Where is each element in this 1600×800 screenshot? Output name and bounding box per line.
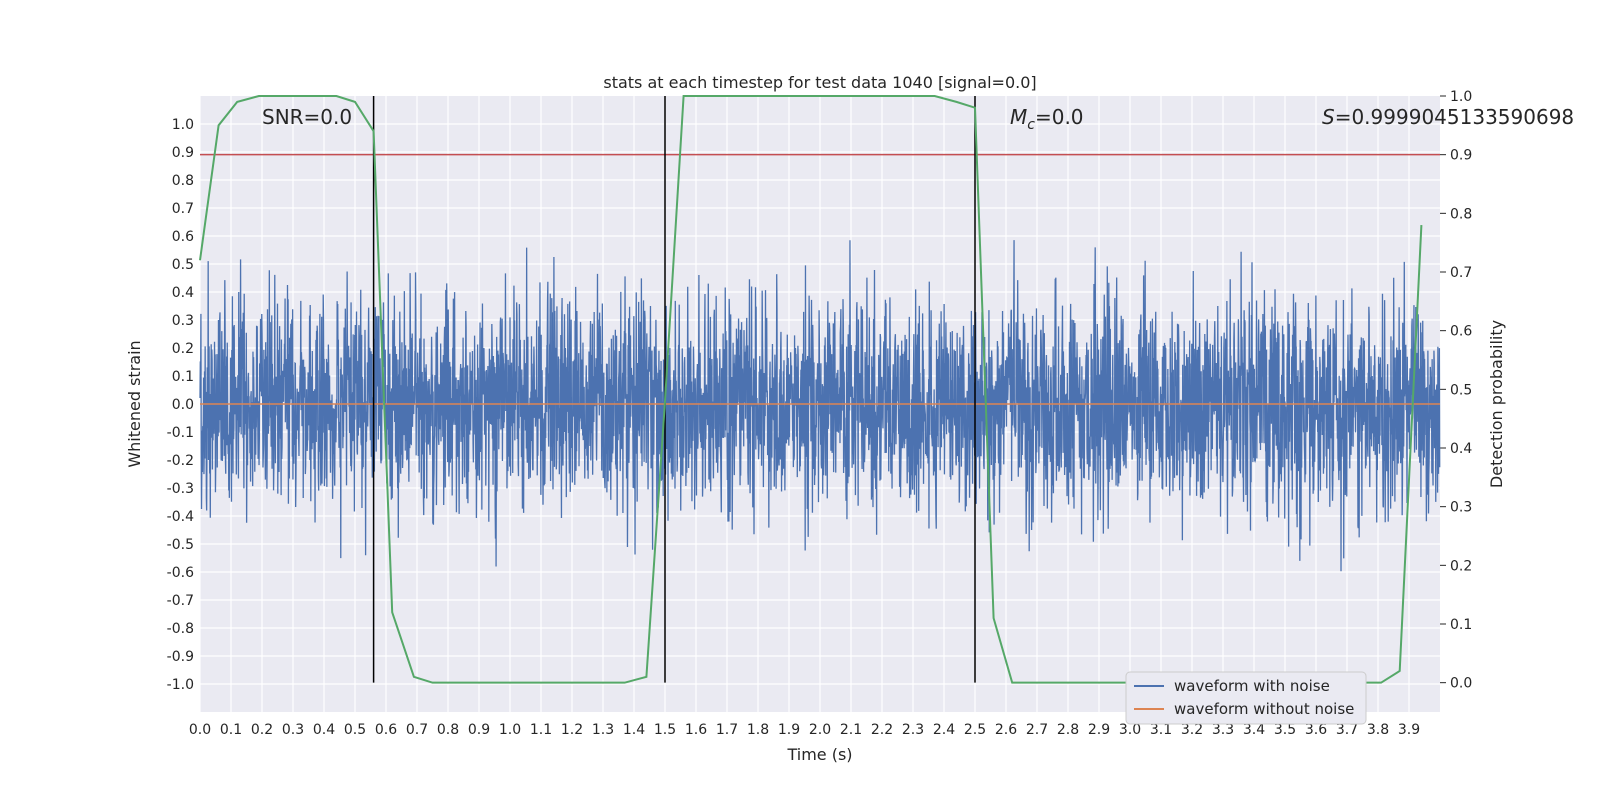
x-tick-label: 3.9 (1398, 722, 1420, 738)
y-tick-label: 0.9 (172, 145, 194, 161)
x-tick-label: 3.2 (1181, 722, 1203, 738)
x-tick-label: 3.5 (1274, 722, 1296, 738)
x-tick-label: 0.6 (375, 722, 397, 738)
x-axis-label: Time (s) (786, 745, 852, 764)
y-tick-label: -0.4 (167, 509, 194, 525)
annotation-snr: SNR=0.0 (262, 105, 352, 129)
x-tick-label: 0.0 (189, 722, 211, 738)
x-tick-label: 3.0 (1119, 722, 1141, 738)
x-tick-label: 0.5 (344, 722, 366, 738)
x-tick-label: 0.9 (468, 722, 490, 738)
x-tick-label: 0.3 (282, 722, 304, 738)
annotation-s: S=0.9999045133590698 (1322, 105, 1574, 129)
x-tick-label: 2.5 (964, 722, 986, 738)
legend-label-without-noise: waveform without noise (1174, 700, 1354, 718)
annotation-mc: Mc=0.0 (1010, 105, 1084, 133)
y-tick-label: 0.6 (172, 229, 194, 245)
y-tick-label: -0.7 (167, 593, 194, 609)
y-axis-label: Whitened strain (125, 340, 144, 467)
x-tick-label: 1.1 (530, 722, 552, 738)
y-tick-label: 0.7 (172, 201, 194, 217)
y-tick-label: 0.4 (172, 285, 194, 301)
x-tick-label: 3.4 (1243, 722, 1265, 738)
y2-tick-label: 0.7 (1450, 265, 1472, 281)
y-tick-label: 0.0 (172, 397, 194, 413)
x-tick-label: 2.6 (995, 722, 1017, 738)
x-tick-label: 0.4 (313, 722, 335, 738)
y2-axis-label: Detection probability (1487, 320, 1506, 488)
x-tick-label: 1.4 (623, 722, 645, 738)
y2-tick-label: 0.4 (1450, 441, 1472, 457)
x-tick-label: 1.6 (685, 722, 707, 738)
x-tick-label: 2.7 (1026, 722, 1048, 738)
y-tick-label: -0.9 (167, 649, 194, 665)
y-tick-label: -0.6 (167, 565, 194, 581)
x-tick-label: 0.7 (406, 722, 428, 738)
x-tick-label: 1.3 (592, 722, 614, 738)
x-tick-label: 3.1 (1150, 722, 1172, 738)
y-tick-label: 1.0 (172, 117, 194, 133)
y2-tick-label: 0.2 (1450, 558, 1472, 574)
y-tick-label: 0.2 (172, 341, 194, 357)
x-tick-label: 0.2 (251, 722, 273, 738)
x-tick-label: 3.7 (1336, 722, 1358, 738)
x-tick-label: 0.1 (220, 722, 242, 738)
y2-tick-label: 0.5 (1450, 382, 1472, 398)
chart-title: stats at each timestep for test data 104… (603, 73, 1036, 92)
x-tick-label: 2.1 (840, 722, 862, 738)
y-tick-label: -0.1 (167, 425, 194, 441)
y-tick-label: -0.5 (167, 537, 194, 553)
x-tick-label: 1.9 (778, 722, 800, 738)
x-tick-label: 2.4 (933, 722, 955, 738)
y-tick-label: 0.8 (172, 173, 194, 189)
legend-box (1125, 671, 1367, 725)
x-tick-label: 2.0 (809, 722, 831, 738)
y-tick-label: -0.2 (167, 453, 194, 469)
y-tick-label: 0.3 (172, 313, 194, 329)
x-tick-label: 1.2 (561, 722, 583, 738)
x-tick-label: 2.3 (902, 722, 924, 738)
y-tick-label: -0.3 (167, 481, 194, 497)
y-tick-label: 0.5 (172, 257, 194, 273)
x-tick-label: 1.7 (716, 722, 738, 738)
y2-tick-label: 0.3 (1450, 500, 1472, 516)
y2-tick-label: 0.1 (1450, 617, 1472, 633)
y2-tick-label: 0.8 (1450, 206, 1472, 222)
y2-tick-label: 0.9 (1450, 148, 1472, 164)
y-tick-label: 0.1 (172, 369, 194, 385)
x-tick-label: 2.8 (1057, 722, 1079, 738)
legend: waveform with noise waveform without noi… (1125, 671, 1367, 725)
x-tick-label: 3.8 (1367, 722, 1389, 738)
y2-tick-label: 1.0 (1450, 89, 1472, 105)
x-tick-label: 3.6 (1305, 722, 1327, 738)
y-tick-label: -0.8 (167, 621, 194, 637)
x-tick-label: 1.5 (654, 722, 676, 738)
x-tick-label: 2.9 (1088, 722, 1110, 738)
series-waveform-with-noise (199, 240, 1441, 572)
y2-tick-label: 0.0 (1450, 676, 1472, 692)
waveform-with-noise-line (199, 240, 1441, 572)
y-tick-label: -1.0 (167, 677, 194, 693)
legend-label-with-noise: waveform with noise (1174, 677, 1330, 695)
x-tick-label: 1.0 (499, 722, 521, 738)
x-tick-label: 3.3 (1212, 722, 1234, 738)
x-tick-label: 0.8 (437, 722, 459, 738)
y2-tick-label: 0.6 (1450, 324, 1472, 340)
axis-ticks: 0.0 0.1 0.2 0.3 0.4 0.5 0.6 0.7 0.8 0.9 1.0 1.1 1.2 1… (167, 89, 1473, 738)
x-tick-label: 1.8 (747, 722, 769, 738)
x-tick-label: 2.2 (871, 722, 893, 738)
